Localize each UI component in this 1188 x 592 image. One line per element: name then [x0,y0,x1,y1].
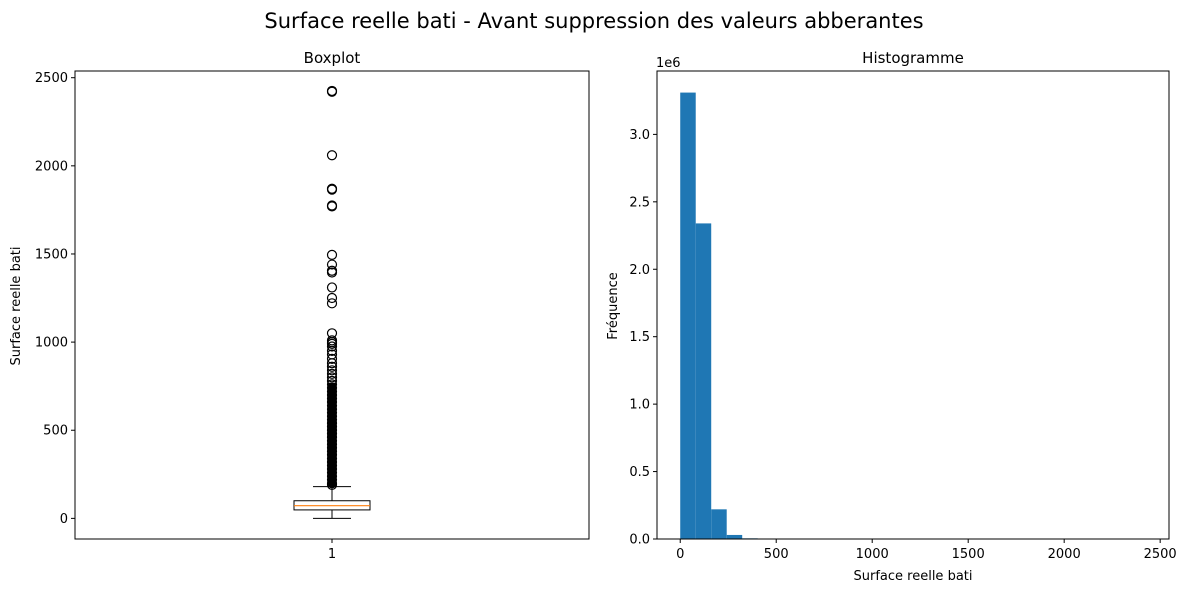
boxplot-outlier [326,368,338,379]
histogram-bars [680,92,774,540]
boxplot-outlier [326,184,338,195]
histogram-axes-frame [656,70,1170,540]
boxplot-outlier [326,292,338,304]
histogram-title: Histogramme [862,49,964,67]
histogram-bar [711,509,727,539]
histogram-y-ticks: 0.0 0.5 1.0 1.5 2.0 2.5 3.0 [629,128,657,548]
boxplot-outlier [326,298,338,309]
boxplot-outlier [326,353,338,364]
boxplot-outlier [326,358,338,369]
boxplot-outlier [326,372,338,383]
boxplot-outlier [326,267,338,278]
histogram-x-tick-label: 0 [676,547,684,562]
histogram-y-tick-label: 1.5 [629,330,650,345]
boxplot-outlier [326,365,338,376]
histogram-x-tick-label: 500 [764,547,789,562]
boxplot-outlier [326,282,338,293]
boxplot-outlier [326,249,338,260]
boxplot-axes-frame [74,70,590,540]
histogram-y-tick-label: 0.0 [629,533,650,548]
histogram-x-ticks: 0 500 1000 1500 2000 2500 [676,539,1177,562]
histogram-x-label: Surface reelle bati [854,569,973,584]
histogram-y-tick-label: 2.5 [629,195,650,210]
boxplot-y-tick-label: 2500 [35,71,68,86]
boxplot-marks [293,85,371,519]
histogram-offset-label: 1e6 [656,56,681,71]
boxplot-title: Boxplot [304,49,361,67]
boxplot-outlier [326,361,338,372]
histogram-x-tick-label: 1000 [856,547,889,562]
boxplot-outlier [326,345,338,357]
boxplot-outlier [326,150,338,161]
boxplot-y-tick-label: 2000 [35,159,68,174]
boxplot-y-label: Surface reelle bati [9,247,24,366]
figure-title: Surface reelle bati - Avant suppression … [264,9,923,33]
boxplot-y-tick-label: 1000 [35,336,68,351]
histogram-bar [680,92,696,539]
histogram-y-tick-label: 1.0 [629,398,650,413]
boxplot-y-ticks: 0 500 1000 1500 2000 2500 [35,71,75,527]
boxplot-x-ticks: 1 [328,539,336,562]
boxplot-panel: Boxplot Surface reelle bati 0 500 1000 1500… [9,49,590,562]
boxplot-y-tick-label: 0 [60,512,68,527]
histogram-y-label: Fréquence [606,272,621,339]
histogram-bar [726,534,743,539]
boxplot-y-tick-label: 1500 [35,247,68,262]
histogram-x-tick-label: 1500 [952,547,985,562]
boxplot-outlier [326,201,338,212]
histogram-y-tick-label: 2.0 [629,263,650,278]
histogram-x-tick-label: 2500 [1144,547,1177,562]
boxplot-outlier [326,86,338,97]
boxplot-outlier [326,341,338,352]
boxplot-x-tick-label: 1 [328,547,336,562]
histogram-y-tick-label: 3.0 [629,128,650,143]
boxplot-y-tick-label: 500 [43,424,68,439]
histogram-panel: Histogramme 1e6 Fréquence Surface reelle… [606,49,1177,584]
boxplot-outlier [326,338,338,349]
boxplot-outlier [326,259,338,270]
boxplot-outlier-dense-band [327,382,337,487]
histogram-bar [695,223,712,540]
histogram-y-tick-label: 0.5 [629,465,650,480]
histogram-x-tick-label: 2000 [1048,547,1081,562]
